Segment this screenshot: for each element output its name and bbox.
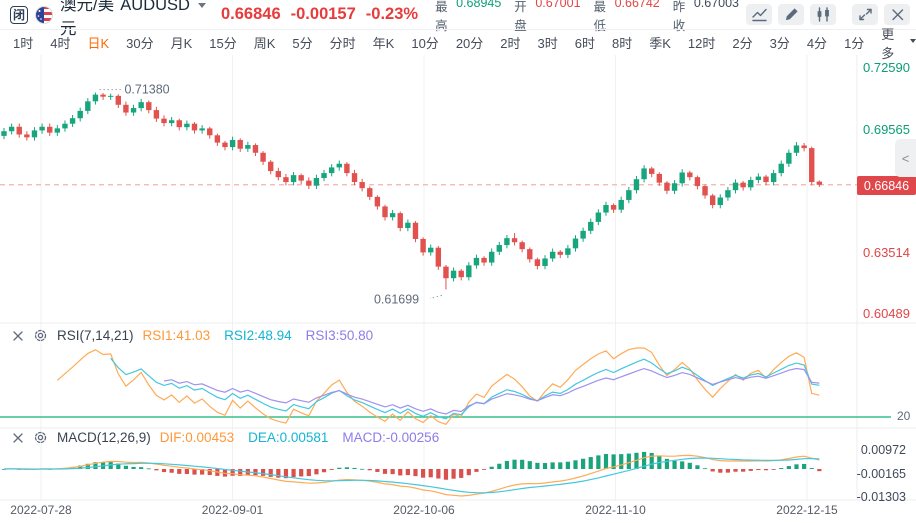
high-annotation: 0.71380 xyxy=(124,83,169,97)
timeframe-8时[interactable]: 8时 xyxy=(611,36,633,51)
rsi-level-label: 20 xyxy=(897,409,911,423)
macd-panel-header: MACD(12,26,9) DIF:0.00453 DEA:0.00581 MACD… xyxy=(12,430,439,445)
candlestick-button[interactable] xyxy=(810,4,836,25)
rsi-title: RSI(7,14,21) xyxy=(57,328,134,343)
price-axis-label: 0.72590 xyxy=(863,60,910,75)
toolbar xyxy=(746,4,910,25)
date-axis-label: 2022-09-01 xyxy=(201,503,264,517)
legend-item: DIF:0.00453 xyxy=(159,430,235,445)
timeframe-分时[interactable]: 分时 xyxy=(329,36,356,51)
pair-code: AUDUSD xyxy=(120,0,190,14)
timeframe-2时[interactable]: 2时 xyxy=(500,36,521,51)
fullscreen-button[interactable] xyxy=(852,4,878,25)
header: 闭 澳元/美元 AUDUSD 0.66846 -0.00157 - xyxy=(0,0,916,38)
timeframe-30分[interactable]: 30分 xyxy=(126,36,154,51)
timeframe-3分[interactable]: 3分 xyxy=(769,36,790,51)
legend-item: MACD:-0.00256 xyxy=(342,430,440,445)
pair-flag-icon xyxy=(35,5,54,24)
close-indicator-icon[interactable] xyxy=(12,330,24,342)
rsi14-line xyxy=(110,357,820,420)
candlestick-icon xyxy=(817,7,829,22)
timeframe-6时[interactable]: 6时 xyxy=(574,36,595,51)
date-axis-label: 2022-07-28 xyxy=(10,503,72,517)
line-chart-button[interactable] xyxy=(746,4,772,25)
price-axis-label: 0.63514 xyxy=(863,244,910,260)
legend-item: RSI2:48.94 xyxy=(224,328,292,343)
timeframe-年K[interactable]: 年K xyxy=(372,36,395,51)
collapse-panel-button[interactable]: < xyxy=(895,139,916,177)
timeframe-3时[interactable]: 3时 xyxy=(537,36,558,51)
draw-icon xyxy=(785,8,798,21)
timeframe-1分[interactable]: 1分 xyxy=(844,36,865,51)
gear-icon[interactable] xyxy=(33,430,48,445)
stat-value: 0.66742 xyxy=(614,0,660,10)
timeframe-more[interactable]: 更多 xyxy=(881,24,916,62)
last-price: 0.66846 xyxy=(220,5,281,23)
macd-legend: DIF:0.00453 DEA:0.00581 MACD:-0.00256 xyxy=(160,430,439,445)
rsi-panel-header: RSI(7,14,21) RSI1:41.03 RSI2:48.94 RSI3:50… xyxy=(12,328,373,343)
date-axis-label: 2022-12-15 xyxy=(776,503,838,517)
timeframe-5分[interactable]: 5分 xyxy=(292,36,313,51)
draw-button[interactable] xyxy=(778,4,804,25)
timeframe-4分[interactable]: 4分 xyxy=(806,36,828,51)
price-change-pct: -0.23% xyxy=(365,5,419,23)
legend-item: DEA:0.00581 xyxy=(248,430,329,445)
fullscreen-icon xyxy=(858,8,872,21)
close-indicator-icon[interactable] xyxy=(12,432,24,444)
timeframe-月K[interactable]: 月K xyxy=(170,36,193,51)
timeframe-4时[interactable]: 4时 xyxy=(50,36,71,51)
gear-icon[interactable] xyxy=(33,328,48,343)
price-change: -0.00157 xyxy=(290,5,356,23)
timeframe-日K[interactable]: 日K xyxy=(87,36,110,51)
date-axis-label: 2022-10-06 xyxy=(393,503,455,517)
stat-value: 0.67001 xyxy=(535,0,581,10)
close-icon xyxy=(891,9,903,21)
price-group: 0.66846 -0.00157 -0.23% xyxy=(221,5,418,24)
market-closed-badge: 闭 xyxy=(10,5,29,24)
stat-value: 0.67003 xyxy=(693,0,739,10)
current-price-badge: 0.66846 xyxy=(857,176,916,195)
low-annotation: 0.61699 xyxy=(374,292,419,306)
legend-item: RSI3:50.80 xyxy=(305,328,374,343)
timeframe-1时[interactable]: 1时 xyxy=(13,36,34,51)
rsi-legend: RSI1:41.03 RSI2:48.94 RSI3:50.80 xyxy=(143,328,374,343)
line-chart-icon xyxy=(751,8,767,22)
macd-line xyxy=(3,457,820,494)
timeframe-周K[interactable]: 周K xyxy=(253,36,276,51)
timeframe-10分[interactable]: 10分 xyxy=(411,36,439,51)
date-axis-label: 2022-11-10 xyxy=(585,503,646,517)
macd-axis-label: -0.01303 xyxy=(856,490,906,504)
rsi21-line xyxy=(163,367,820,415)
timeframe-2分[interactable]: 2分 xyxy=(732,36,753,51)
timeframe-bar: 1时 4时 日K 30分 月K 15分 周K 5分 分时 年K 10分 20分 2时 3时 6时 8时 季K 12… xyxy=(0,27,916,61)
timeframe-季K[interactable]: 季K xyxy=(649,36,671,51)
macd-line xyxy=(3,454,820,497)
pair-title[interactable]: 澳元/美元 AUDUSD xyxy=(60,0,206,39)
price-axis-label: 0.69565 xyxy=(863,121,910,137)
macd-axis-label: 0.00972 xyxy=(860,443,906,457)
stat-value: 0.68945 xyxy=(456,0,502,10)
price-axis-label: 0.60489 xyxy=(863,306,910,321)
close-button[interactable] xyxy=(884,4,910,25)
legend-item: RSI1:41.03 xyxy=(142,328,211,343)
chevron-down-icon xyxy=(197,2,206,8)
macd-axis-label: -0.00165 xyxy=(856,467,906,481)
macd-title: MACD(12,26,9) xyxy=(57,430,151,445)
pair-name: 澳元/美元 xyxy=(60,0,115,38)
timeframe-15分[interactable]: 15分 xyxy=(209,36,237,51)
timeframe-12时[interactable]: 12时 xyxy=(687,36,716,51)
timeframe-20分[interactable]: 20分 xyxy=(455,36,484,51)
